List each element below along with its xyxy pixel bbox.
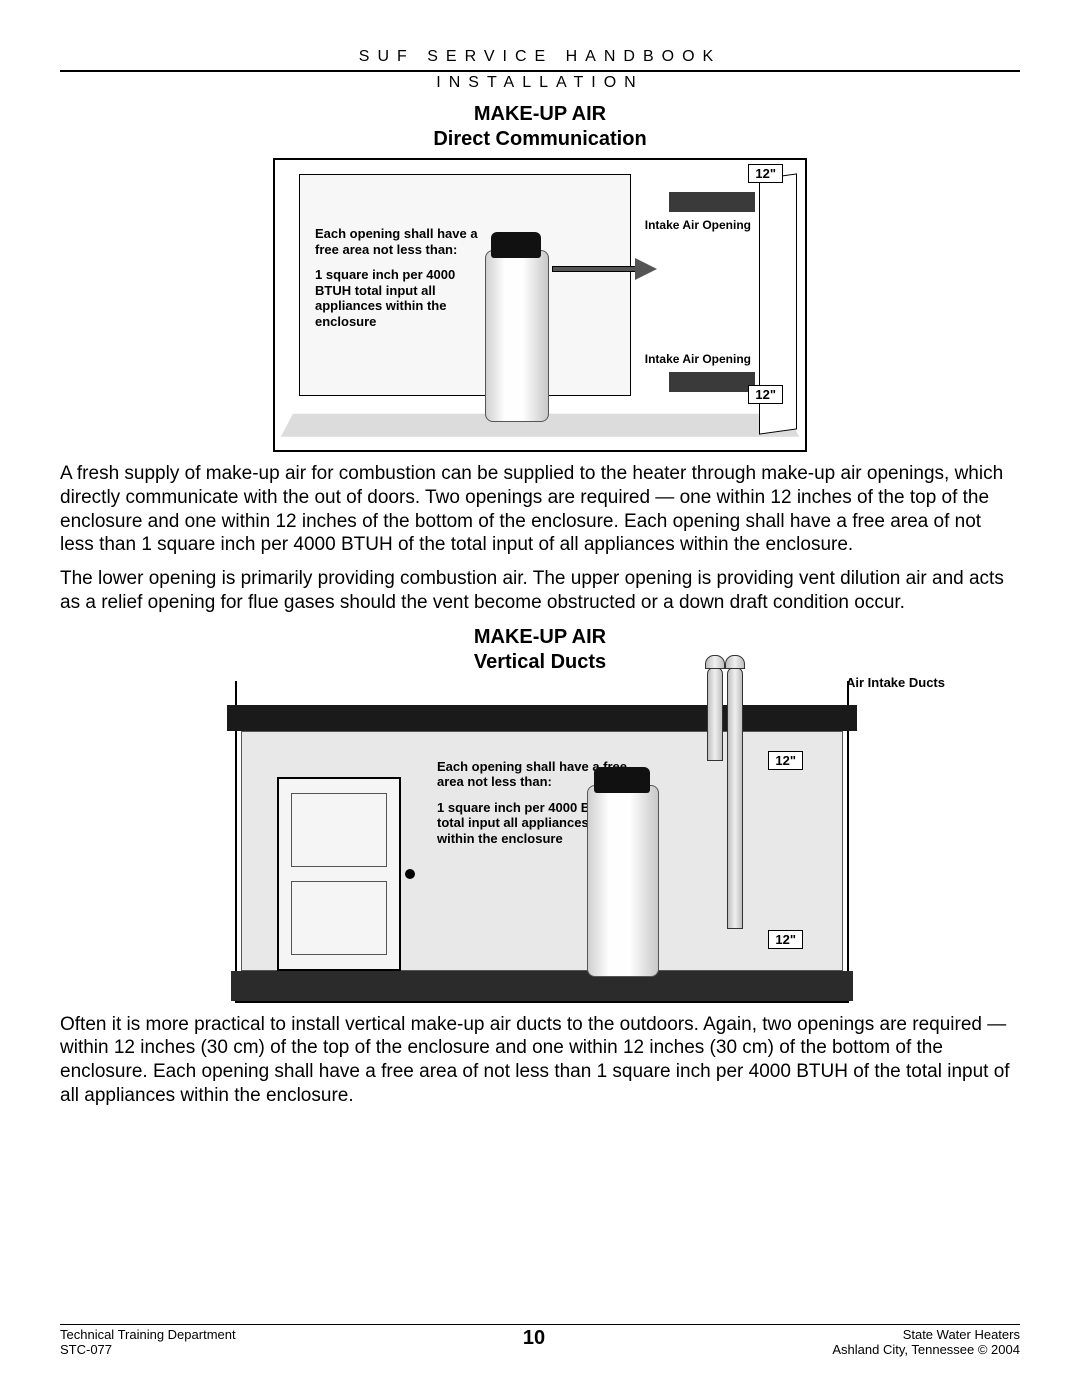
footer-row: Technical Training Department STC-077 10…	[60, 1327, 1020, 1357]
d2-door	[277, 777, 401, 971]
footer-right-2: Ashland City, Tennessee © 2004	[832, 1342, 1020, 1357]
page-number: 10	[523, 1327, 545, 1357]
arrow-line	[553, 267, 641, 271]
d1-intake-label-top: Intake Air Opening	[645, 218, 751, 232]
d1-water-heater	[485, 232, 547, 422]
d2-duct-short	[707, 667, 723, 761]
section2-title: MAKE-UP AIR Vertical Ducts	[60, 625, 1020, 675]
page: SUF SERVICE HANDBOOK INSTALLATION MAKE-U…	[0, 0, 1080, 1397]
d2-duct-long	[727, 667, 743, 929]
d1-dim-top: 12"	[748, 164, 783, 183]
header-rule	[60, 70, 1020, 72]
d1-vent-bottom	[669, 372, 755, 392]
heater-body	[485, 250, 549, 422]
d1-airflow-arrow	[553, 260, 663, 278]
footer-left-1: Technical Training Department	[60, 1327, 236, 1342]
d2-dim-bottom: 12"	[768, 930, 803, 949]
diagram-vertical-ducts: Each opening shall have a free area not …	[235, 681, 849, 1003]
section2-title-line1: MAKE-UP AIR	[474, 626, 606, 648]
d1-intake-label-bottom: Intake Air Opening	[645, 352, 751, 366]
section1-title-line2: Direct Communication	[433, 128, 646, 150]
page-footer: Technical Training Department STC-077 10…	[60, 1316, 1020, 1357]
diagram2-wrap: Air Intake Ducts Each opening shall have…	[235, 681, 845, 1003]
footer-right-1: State Water Heaters	[832, 1327, 1020, 1342]
heater-cap	[594, 767, 650, 793]
heater-body	[587, 785, 659, 977]
footer-left: Technical Training Department STC-077	[60, 1327, 236, 1357]
d1-vent-top	[669, 192, 755, 212]
section2-title-line2: Vertical Ducts	[474, 651, 606, 673]
footer-rule	[60, 1324, 1020, 1325]
d2-dim-top: 12"	[768, 751, 803, 770]
header-line-2: INSTALLATION	[60, 74, 1020, 92]
arrow-head-icon	[635, 258, 657, 280]
section1-title-line1: MAKE-UP AIR	[474, 103, 606, 125]
section2-paragraph-1: Often it is more practical to install ve…	[60, 1013, 1020, 1108]
footer-right: State Water Heaters Ashland City, Tennes…	[832, 1327, 1020, 1357]
d1-note: Each opening shall have a free area not …	[315, 226, 485, 340]
d1-dim-bottom: 12"	[748, 385, 783, 404]
d2-door-knob	[405, 869, 415, 879]
d2-roof	[227, 705, 857, 731]
section1-paragraph-2: The lower opening is primarily providing…	[60, 567, 1020, 615]
d2-duct-cap-1	[705, 655, 725, 669]
header-line-1: SUF SERVICE HANDBOOK	[60, 48, 1020, 66]
d1-note-b: 1 square inch per 4000 BTUH total input …	[315, 267, 485, 329]
diagram-direct-communication: Intake Air Opening Intake Air Opening 12…	[273, 158, 807, 452]
heater-cap	[491, 232, 541, 258]
d2-duct-label: Air Intake Ducts	[846, 675, 945, 690]
section1-paragraph-1: A fresh supply of make-up air for combus…	[60, 462, 1020, 557]
d2-water-heater	[587, 767, 657, 977]
section1-title: MAKE-UP AIR Direct Communication	[60, 102, 1020, 152]
d1-rightwall: Intake Air Opening Intake Air Opening	[639, 170, 789, 420]
d1-note-a: Each opening shall have a free area not …	[315, 226, 485, 257]
footer-left-2: STC-077	[60, 1342, 236, 1357]
d2-ground	[231, 971, 853, 1001]
d2-duct-cap-2	[725, 655, 745, 669]
